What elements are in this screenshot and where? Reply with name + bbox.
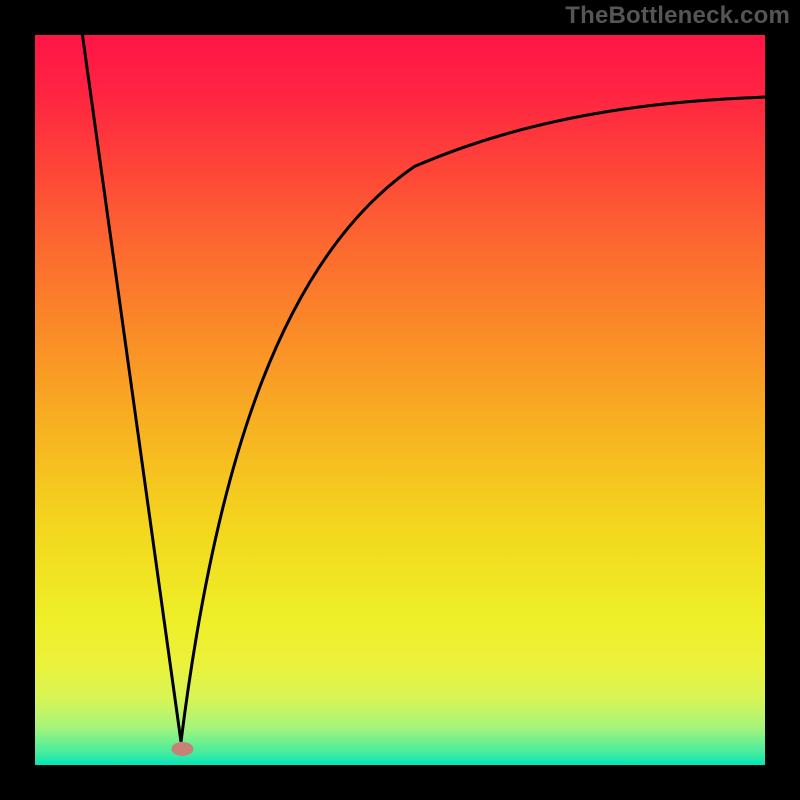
chart-frame: TheBottleneck.com xyxy=(0,0,800,800)
plot-background xyxy=(35,35,765,765)
watermark-text: TheBottleneck.com xyxy=(565,2,790,30)
chart-svg xyxy=(0,0,800,800)
vertex-marker xyxy=(171,742,193,756)
